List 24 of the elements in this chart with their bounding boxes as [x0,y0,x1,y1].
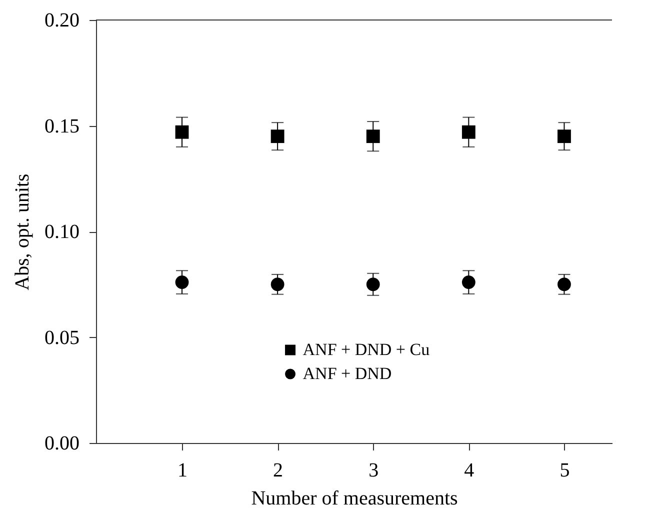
y-tick-label: 0.05 [44,326,80,349]
x-tick-label: 4 [464,460,474,482]
y-tick-label: 0.00 [44,432,80,454]
point [462,125,476,139]
y-axis-title: Abs, opt. units [12,173,34,290]
x-tick-label: 1 [178,460,188,482]
point [175,125,189,139]
point [366,130,380,144]
point [270,130,284,144]
x-axis-title: Number of measurements [251,488,458,510]
y-tick-label: 0.10 [44,221,80,243]
x-tick-label: 5 [560,460,570,482]
y-tick-label: 0.15 [44,115,80,138]
legend-label: ANF + DND [302,364,392,383]
point [270,278,284,292]
y-tick-label: 0.20 [44,10,80,32]
point [366,278,380,292]
point [558,278,571,292]
point [175,276,189,289]
point [558,130,571,144]
x-tick-label: 2 [273,460,284,482]
x-tick-label: 3 [368,460,379,482]
point [462,276,476,289]
legend-label: ANF + DND + Cu [302,340,430,359]
